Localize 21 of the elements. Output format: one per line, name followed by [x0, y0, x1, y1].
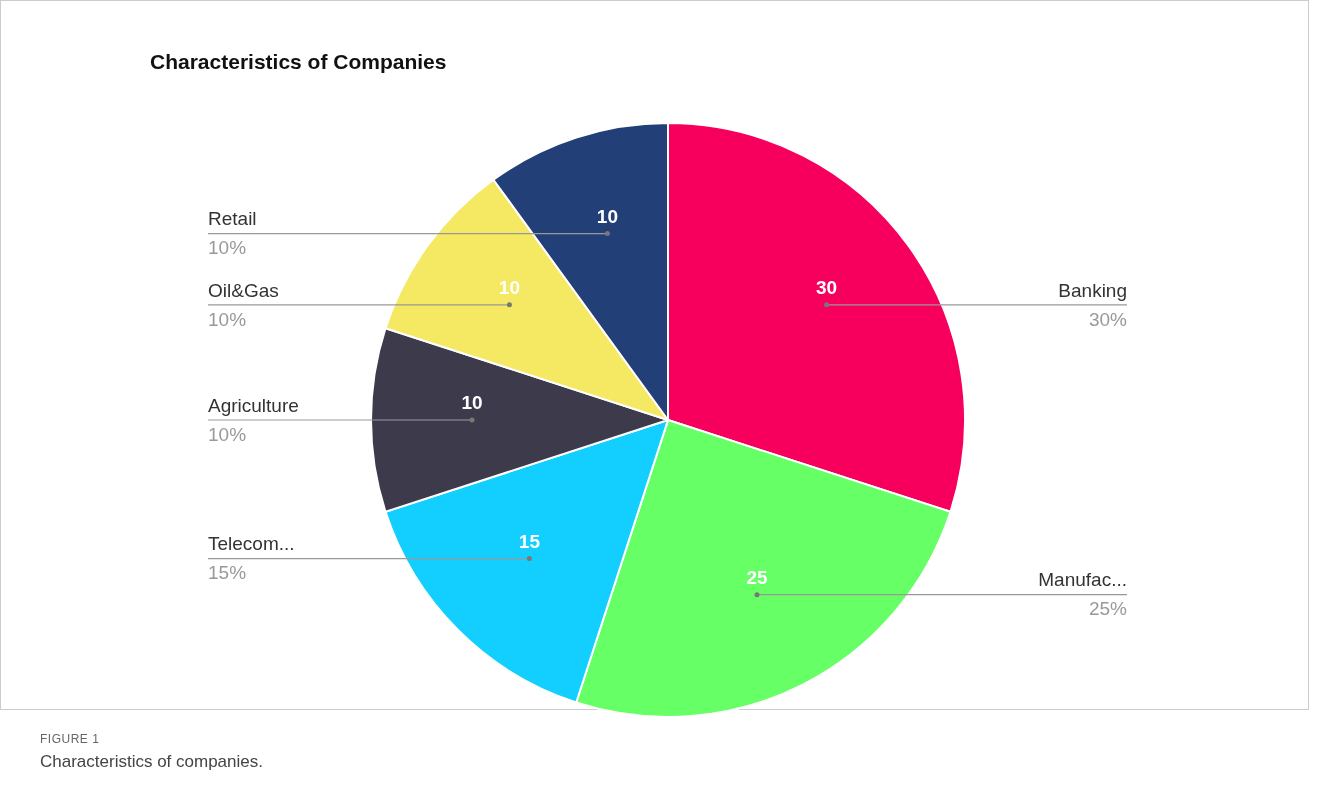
- slice-label: Telecom...: [208, 533, 295, 555]
- slice-label: Retail: [208, 208, 257, 230]
- text: 10%: [208, 237, 247, 259]
- data-label: 15: [518, 530, 541, 552]
- chart-title: Characteristics of Companies: [150, 50, 447, 74]
- slice-label: Manufac...: [1038, 569, 1127, 591]
- data-label: 10: [596, 205, 618, 227]
- data-label: 30: [816, 277, 838, 299]
- data-label: 25: [746, 566, 768, 588]
- caption: FIGURE 1: [40, 732, 101, 746]
- text: Characteristics of companies.: [40, 752, 263, 772]
- text: 25%: [1088, 598, 1127, 620]
- data-label: 10: [498, 277, 520, 299]
- text: 30%: [1088, 308, 1127, 330]
- text: 10%: [208, 308, 247, 330]
- slice-label: Oil&Gas: [208, 279, 279, 301]
- slice-label: Banking: [1058, 279, 1127, 301]
- text: 10%: [208, 423, 247, 445]
- data-label: 10: [461, 392, 483, 414]
- text: 15%: [208, 562, 247, 584]
- slice-label: Agriculture: [208, 394, 299, 416]
